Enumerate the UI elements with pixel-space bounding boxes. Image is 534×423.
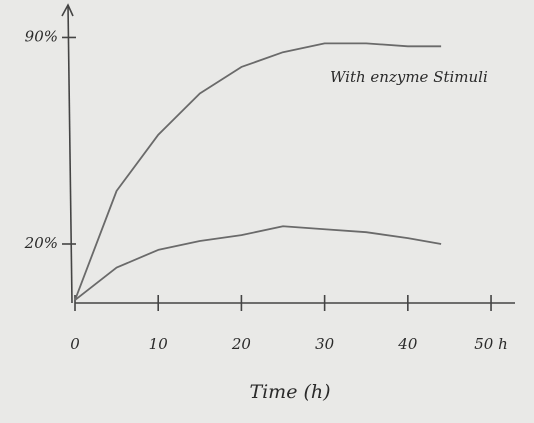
series-label: With enzyme Stimuli (330, 68, 488, 86)
y-axis-arrow (61, 3, 74, 17)
x-axis-label: Time (h) (249, 381, 330, 403)
x-tick-label: 40 (397, 335, 418, 353)
x-tick-label: 10 (149, 335, 169, 353)
data-line (74, 225, 442, 301)
x-tick-label: 50 h (474, 335, 508, 353)
x-tick-label: 30 (315, 335, 335, 353)
x-tick-label: 20 (231, 335, 252, 353)
x-tick-label: 0 (70, 335, 80, 353)
data-line (74, 42, 442, 301)
y-axis (67, 4, 73, 304)
y-tick-label: 90% (25, 27, 58, 45)
y-tick-label: 20% (24, 234, 58, 252)
